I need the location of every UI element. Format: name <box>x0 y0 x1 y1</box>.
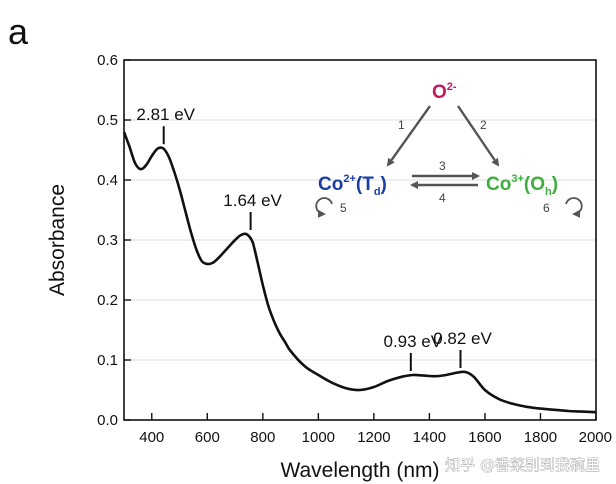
x-tick-label: 1400 <box>413 429 446 446</box>
y-axis-ticks: 0.0 0.1 0.2 0.3 0.4 0.5 0.6 <box>97 52 131 429</box>
x-tick-label: 600 <box>195 429 220 446</box>
co3-paren-open: (O <box>524 174 545 195</box>
co3-sub: h <box>545 186 552 198</box>
y-tick-label: 0.1 <box>97 352 118 369</box>
annotation-label: 2.81 eV <box>136 105 195 124</box>
y-axis-title: Absorbance <box>46 184 69 296</box>
arrow-label-1: 1 <box>398 118 405 132</box>
co2-paren-open: (T <box>356 174 374 195</box>
annotation-label: 1.64 eV <box>223 191 282 210</box>
x-tick-label: 2000 <box>579 429 612 446</box>
x-axis-ticks: 400 600 800 1000 1200 1400 1600 1800 2000 <box>139 413 612 446</box>
arrow-label-6: 6 <box>543 201 550 215</box>
co2-sup: 2+ <box>343 173 356 185</box>
oxide-label: O2- <box>432 81 457 103</box>
arrow-2 <box>457 105 500 167</box>
x-tick-label: 1000 <box>302 429 335 446</box>
x-tick-label: 400 <box>139 429 164 446</box>
co3-label: Co3+(Oh) <box>486 173 558 198</box>
panel-label: a <box>8 11 29 52</box>
x-tick-label: 800 <box>250 429 275 446</box>
y-tick-label: 0.3 <box>97 232 118 249</box>
oxide-sup: 2- <box>447 81 457 93</box>
annotation-label: 0.82 eV <box>433 329 492 348</box>
grid-lines <box>124 119 596 361</box>
y-tick-label: 0.4 <box>97 172 118 189</box>
peak-annotations: 2.81 eV 1.64 eV 0.93 eV0.82 eV <box>136 105 492 371</box>
co3-paren-close: ) <box>552 174 558 195</box>
arrow-label-4: 4 <box>439 191 446 205</box>
annotation-label: 0.93 eV <box>384 332 443 351</box>
y-tick-label: 0.0 <box>97 412 118 429</box>
x-tick-label: 1600 <box>468 429 501 446</box>
co3-sup: 3+ <box>511 173 524 185</box>
arrow-label-2: 2 <box>480 118 487 132</box>
cycle-arrow-6 <box>565 197 583 218</box>
arrow-label-5: 5 <box>340 201 347 215</box>
co2-sub: d <box>374 186 381 198</box>
arrow-label-3: 3 <box>439 159 446 173</box>
oxide-base: O <box>432 82 447 103</box>
cycle-arrow-5 <box>315 197 333 218</box>
co2-base: Co <box>318 174 343 195</box>
co2-paren-close: ) <box>381 174 387 195</box>
y-tick-label: 0.2 <box>97 292 118 309</box>
co2-label: Co2+(Td) <box>318 173 387 198</box>
inset-scheme: O2- Co2+(Td) Co3+(Oh) 1 2 3 4 5 6 <box>315 81 583 218</box>
watermark: 知乎 @香菜别到我碗里 <box>445 456 600 474</box>
x-axis-title: Wavelength (nm) <box>280 459 439 482</box>
y-tick-label: 0.6 <box>97 52 118 69</box>
x-tick-label: 1200 <box>357 429 390 446</box>
y-tick-label: 0.5 <box>97 112 118 129</box>
arrow-1 <box>386 105 431 167</box>
absorbance-curve <box>122 131 597 414</box>
x-tick-label: 1800 <box>524 429 557 446</box>
co3-base: Co <box>486 174 511 195</box>
